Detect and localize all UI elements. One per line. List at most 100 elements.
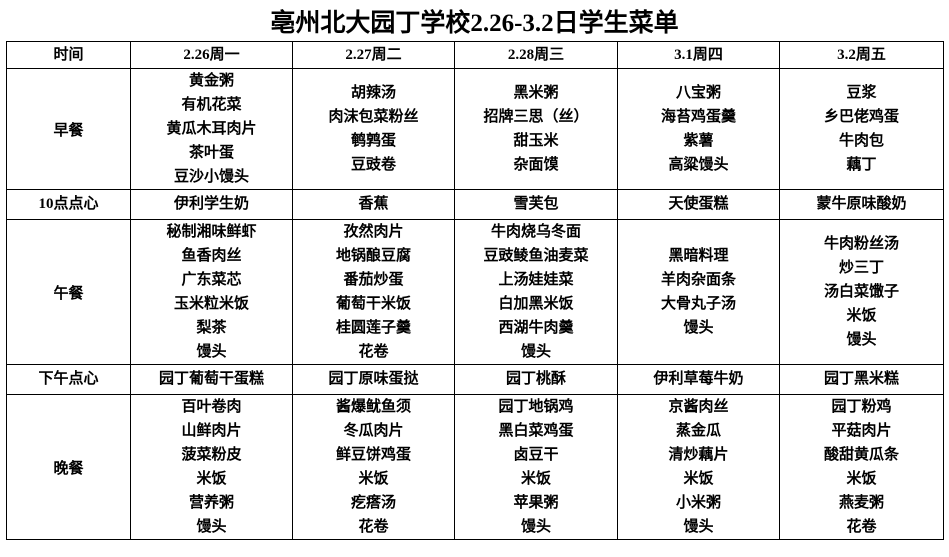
- menu-cell: 八宝粥 海苔鸡蛋羹 紫薯 高粱馒头: [617, 68, 780, 190]
- table-row: 10点点心 伊利学生奶 香蕉 雪芙包 天使蛋糕 蒙牛原味酸奶: [6, 189, 944, 220]
- menu-cell: 黑暗料理 羊肉杂面条 大骨丸子汤 馒头: [617, 219, 780, 365]
- dish-list: 京酱肉丝 蒸金瓜 清炒藕片 米饭 小米粥 馒头: [618, 395, 779, 539]
- dish-item: 冬瓜肉片: [343, 423, 404, 439]
- dish-item: 米饭: [520, 471, 551, 487]
- dish-item: 鲜豆饼鸡蛋: [335, 447, 411, 463]
- dish-item: 乡巴佬鸡蛋: [823, 109, 899, 125]
- dish-item: 花卷: [846, 519, 877, 535]
- dish-item: 鱼香肉丝: [181, 248, 242, 264]
- menu-cell: 伊利草莓牛奶: [617, 364, 780, 395]
- dish-item: 花卷: [358, 344, 389, 360]
- dish-list: 百叶卷肉山鲜肉片菠菜粉皮米饭营养粥馒头: [131, 395, 292, 539]
- dish-item: 紫薯: [683, 133, 714, 149]
- dish-list: 黑暗料理 羊肉杂面条 大骨丸子汤 馒头: [618, 244, 779, 340]
- dish-item: 黄金粥: [188, 73, 234, 89]
- menu-cell: 伊利学生奶: [130, 189, 293, 220]
- menu-cell: 园丁桃酥: [454, 364, 618, 395]
- dish-list: 牛肉粉丝汤 炒三丁 汤白菜馓子 米饭 馒头: [780, 232, 943, 352]
- menu-cell: 园丁粉鸡 平菇肉片 酸甜黄瓜条 米饭 燕麦粥 花卷: [779, 394, 944, 540]
- dish-item: 豆沙小馒头: [173, 169, 249, 185]
- dish-item: 有机花菜: [181, 97, 242, 113]
- dish-item: 黑米粥: [513, 85, 559, 101]
- dish-item: 高粱馒头: [668, 157, 729, 173]
- dish-item: 馒头: [520, 344, 551, 360]
- dish-item: 胡辣汤: [350, 85, 396, 101]
- menu-cell: 园丁地锅鸡 黑白菜鸡蛋 卤豆干 米饭 苹果粥 馒头: [454, 394, 618, 540]
- menu-cell: 牛肉烧乌冬面 豆豉鲮鱼油麦菜 上汤娃娃菜白加黑米饭西湖牛肉羹馒头: [454, 219, 618, 365]
- dish-item: 鹌鹑蛋: [350, 133, 396, 149]
- dish-item: 菠菜粉皮: [181, 447, 242, 463]
- dish-item: 羊肉杂面条: [660, 272, 736, 288]
- dish-item: 豆浆: [846, 85, 877, 101]
- row-label-cell: 10点点心: [6, 189, 131, 220]
- menu-cell: 秘制湘味鲜虾 鱼香肉丝 广东菜芯 玉米粒米饭 梨茶 馒头: [130, 219, 293, 365]
- weekly-menu-table: 时间 2.26周一 2.27周二 2.28周三 3.1周四 3.2周五 早餐 黄金粥 有机花菜黄…: [6, 41, 944, 540]
- menu-cell: 天使蛋糕: [617, 189, 780, 220]
- dish-item: 京酱肉丝: [668, 399, 729, 415]
- menu-cell: 黄金粥有机花菜黄瓜木耳肉片 茶叶蛋豆沙小馒头: [130, 68, 293, 190]
- dish-item: 疙瘩汤: [350, 495, 396, 511]
- dish-item: 秘制湘味鲜虾: [166, 224, 257, 240]
- dish-item: 招牌三思（丝）: [483, 109, 589, 125]
- menu-cell: 蒙牛原味酸奶: [779, 189, 944, 220]
- menu-cell: 园丁葡萄干蛋糕: [130, 364, 293, 395]
- dish-list: 园丁粉鸡 平菇肉片 酸甜黄瓜条 米饭 燕麦粥 花卷: [780, 395, 943, 539]
- dish-item: 葡萄干米饭: [335, 296, 411, 312]
- dish-item: 汤白菜馓子: [823, 284, 899, 300]
- dish-item: 桂圆莲子羹: [335, 320, 411, 336]
- dish-item: 炒三丁: [838, 260, 884, 276]
- menu-cell: 雪芙包: [454, 189, 618, 220]
- dish-item: 百叶卷肉: [181, 399, 242, 415]
- dish-item: 蒸金瓜: [675, 423, 721, 439]
- table-header-row: 时间 2.26周一 2.27周二 2.28周三 3.1周四 3.2周五: [6, 41, 944, 69]
- table-row: 晚餐 百叶卷肉 山鲜肉片 菠菜粉皮 米饭 营养粥 馒头 酱爆鱿鱼须 冬瓜肉片 鲜豆饼鸡蛋 米饭 疙瘩汤…: [6, 394, 944, 540]
- menu-cell: 酱爆鱿鱼须 冬瓜肉片 鲜豆饼鸡蛋 米饭 疙瘩汤 花卷: [292, 394, 455, 540]
- menu-cell: 黑米粥 招牌三思（丝） 甜玉米 杂面馍: [454, 68, 618, 190]
- dish-item: 黄瓜木耳肉片: [166, 121, 257, 137]
- dish-item: 米饭: [683, 471, 714, 487]
- table-row: 午餐 秘制湘味鲜虾 鱼香肉丝 广东菜芯 玉米粒米饭 梨茶 馒头 孜然肉片 地锅酿豆腐 番茄炒蛋 葡萄…: [6, 219, 944, 365]
- dish-item: 小米粥: [675, 495, 721, 511]
- row-label-cell: 早餐: [6, 68, 131, 190]
- page-title: 亳州北大园丁学校2.26-3.2日学生菜单: [270, 10, 679, 37]
- dish-item: 牛肉包: [838, 133, 884, 149]
- dish-item: 西湖牛肉羹: [498, 320, 574, 336]
- dish-item: 馒头: [520, 519, 551, 535]
- dish-list: 牛肉烧乌冬面 豆豉鲮鱼油麦菜 上汤娃娃菜白加黑米饭西湖牛肉羹馒头: [455, 220, 617, 364]
- header-cell-day-2: 2.27周二: [292, 41, 455, 69]
- dish-item: 甜玉米: [513, 133, 559, 149]
- row-label-cell: 午餐: [6, 219, 131, 365]
- dish-item: 山鲜肉片: [181, 423, 242, 439]
- dish-item: 米饭: [846, 471, 877, 487]
- menu-cell: 京酱肉丝 蒸金瓜 清炒藕片 米饭 小米粥 馒头: [617, 394, 780, 540]
- dish-item: 馒头: [196, 519, 227, 535]
- dish-item: 牛肉粉丝汤: [823, 236, 899, 252]
- dish-item: 梨茶: [196, 320, 227, 336]
- dish-item: 花卷: [358, 519, 389, 535]
- menu-cell: 孜然肉片 地锅酿豆腐 番茄炒蛋 葡萄干米饭 桂圆莲子羹 花卷: [292, 219, 455, 365]
- dish-item: 茶叶蛋: [188, 145, 234, 161]
- dish-list: 孜然肉片 地锅酿豆腐 番茄炒蛋 葡萄干米饭 桂圆莲子羹 花卷: [293, 220, 454, 364]
- dish-item: 园丁地锅鸡: [498, 399, 574, 415]
- dish-item: 苹果粥: [513, 495, 559, 511]
- dish-item: 豆豉卷: [350, 157, 396, 173]
- dish-item: 牛肉烧乌冬面: [490, 224, 581, 240]
- dish-item: 白加黑米饭: [498, 296, 574, 312]
- menu-cell: 胡辣汤 肉沫包菜粉丝 鹌鹑蛋 豆豉卷: [292, 68, 455, 190]
- header-cell-time: 时间: [6, 41, 131, 69]
- dish-item: 酱爆鱿鱼须: [335, 399, 411, 415]
- dish-list: 黄金粥有机花菜黄瓜木耳肉片 茶叶蛋豆沙小馒头: [131, 69, 292, 189]
- menu-cell: 园丁黑米糕: [779, 364, 944, 395]
- dish-item: 营养粥: [188, 495, 234, 511]
- menu-cell: 香蕉: [292, 189, 455, 220]
- dish-item: 卤豆干: [513, 447, 559, 463]
- dish-item: 玉米粒米饭: [173, 296, 249, 312]
- dish-list: 酱爆鱿鱼须 冬瓜肉片 鲜豆饼鸡蛋 米饭 疙瘩汤 花卷: [293, 395, 454, 539]
- dish-item: 米饭: [196, 471, 227, 487]
- header-cell-day-3: 2.28周三: [454, 41, 618, 69]
- menu-table-body: 时间 2.26周一 2.27周二 2.28周三 3.1周四 3.2周五 早餐 黄金粥 有机花菜黄…: [6, 41, 944, 540]
- dish-item: 豆豉鲮鱼油麦菜: [483, 248, 589, 264]
- dish-item: 上汤娃娃菜: [498, 272, 574, 288]
- dish-list: 豆浆 乡巴佬鸡蛋 牛肉包 藕丁: [780, 81, 943, 177]
- dish-list: 黑米粥 招牌三思（丝） 甜玉米 杂面馍: [455, 81, 617, 177]
